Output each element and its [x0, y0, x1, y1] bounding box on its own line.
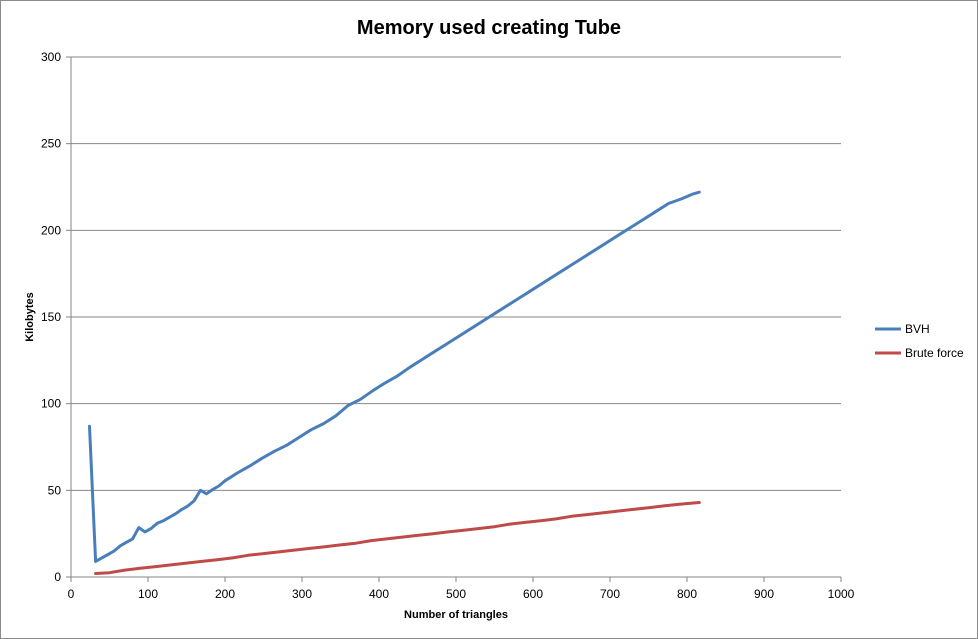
gridlines [71, 56, 841, 491]
y-tick-label: 150 [41, 310, 61, 324]
x-tick-label: 300 [292, 587, 312, 601]
x-tick-label: 900 [754, 587, 774, 601]
y-tick-label: 0 [54, 570, 61, 584]
y-axis-title: Kilobytes [24, 292, 36, 342]
x-tick-label: 500 [446, 587, 466, 601]
y-tick-label: 250 [41, 137, 61, 151]
x-axis-title: Number of triangles [404, 609, 508, 621]
axes: 0 50 100 150 200 250 300 0 100 200 300 400 500 600 700… [41, 50, 855, 601]
y-tick-label: 50 [48, 483, 62, 497]
x-tick-label: 700 [600, 587, 620, 601]
x-tick-label: 600 [523, 587, 543, 601]
legend-label: Brute force [905, 346, 964, 360]
x-tick-label: 100 [138, 587, 158, 601]
y-tick-label: 100 [41, 397, 61, 411]
legend-label: BVH [905, 322, 930, 336]
y-tick-label: 300 [41, 50, 61, 64]
chart-title: Memory used creating Tube [357, 17, 621, 39]
x-tick-label: 0 [68, 587, 75, 601]
y-tick-label: 200 [41, 223, 61, 237]
series-line-brute-force [94, 501, 701, 575]
x-tick-label: 1000 [828, 587, 855, 601]
series-lines [88, 190, 701, 575]
x-tick-label: 200 [215, 587, 235, 601]
series-line-bvh [88, 190, 701, 563]
legend: BVH Brute force [875, 322, 964, 360]
x-tick-label: 400 [369, 587, 389, 601]
x-tick-label: 800 [677, 587, 697, 601]
